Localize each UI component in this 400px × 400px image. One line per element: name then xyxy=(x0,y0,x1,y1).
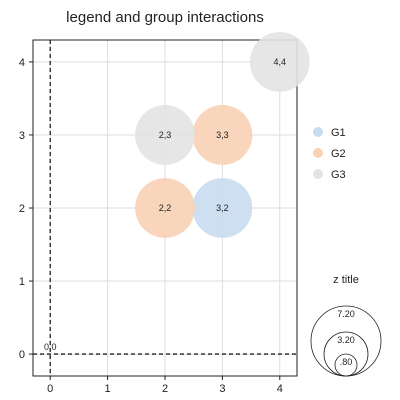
data-label-3-2: 3,2 xyxy=(216,203,229,213)
x-tick-label: 0 xyxy=(47,383,53,395)
x-tick-label: 2 xyxy=(162,383,168,395)
axes: 0 1 2 3 4 0 1 2 3 4 xyxy=(19,39,298,395)
data-points: 3,2 2,2 3,3 2,3 4,4 0,0 xyxy=(44,32,310,352)
data-label-4-4: 4,4 xyxy=(274,57,287,67)
legend-swatch-g2 xyxy=(313,148,323,158)
data-point-3-3 xyxy=(192,105,253,165)
x-tick-label: 3 xyxy=(219,383,225,395)
legend-swatch-g3 xyxy=(313,169,323,179)
size-legend-circle xyxy=(334,353,358,377)
data-point-3-2 xyxy=(192,178,253,238)
y-tick-label: 4 xyxy=(19,57,25,69)
size-legend-label: 7.20 xyxy=(337,309,355,319)
data-point-2-3 xyxy=(135,105,195,165)
x-tick-label: 4 xyxy=(277,383,283,395)
size-legend-label: .80 xyxy=(340,357,353,367)
size-legend: z title 7.20 3.20 .80 xyxy=(310,274,382,377)
data-label-0-0: 0,0 xyxy=(44,342,57,352)
size-legend-label: 3.20 xyxy=(337,335,355,345)
legend-label-g2: G2 xyxy=(331,148,346,160)
chart-title: legend and group interactions xyxy=(66,9,264,26)
legend-swatch-g1 xyxy=(313,127,323,137)
data-point-4-4 xyxy=(249,32,310,92)
data-label-2-2: 2,2 xyxy=(159,203,172,213)
size-legend-title: z title xyxy=(333,274,359,286)
data-label-3-3: 3,3 xyxy=(216,130,229,140)
legend-label-g3: G3 xyxy=(331,169,346,181)
y-tick-label: 2 xyxy=(19,203,25,215)
reference-lines xyxy=(33,40,297,376)
data-label-2-3: 2,3 xyxy=(159,130,172,140)
legend-label-g1: G1 xyxy=(331,127,346,139)
group-legend: G1 G2 G3 xyxy=(313,127,346,181)
y-tick-label: 1 xyxy=(19,276,25,288)
x-tick-label: 1 xyxy=(105,383,111,395)
y-tick-label: 3 xyxy=(19,130,25,142)
y-tick-label: 0 xyxy=(19,349,25,361)
data-point-2-2 xyxy=(135,178,195,238)
